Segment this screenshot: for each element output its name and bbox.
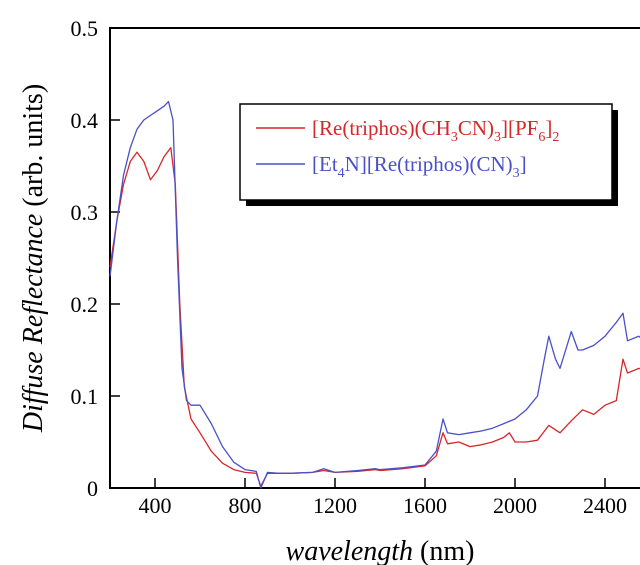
y-axis-title: Diffuse Reflectance (arb. units) [18,84,49,433]
y-tick-label: 0.2 [71,292,99,317]
x-tick-label: 1200 [313,493,357,518]
x-tick-label: 400 [139,493,172,518]
y-tick-label: 0.1 [71,384,99,409]
y-tick-label: 0.4 [71,108,99,133]
x-tick-label: 1600 [403,493,447,518]
x-tick-label: 800 [229,493,262,518]
y-tick-label: 0.5 [71,16,99,41]
y-tick-label: 0 [87,476,98,501]
x-axis-title: wavelength (nm) [286,536,475,565]
axis-ticks: 400 800 1200 1600 2000 2400 0 0.1 0.2 0.3 0.4 0.5 [71,16,628,518]
x-tick-label: 2400 [583,493,627,518]
y-tick-label: 0.3 [71,200,99,225]
plot-area [110,28,640,488]
x-tick-label: 2000 [493,493,537,518]
legend: [Re(triphos)(CH3CN)3][PF6]2 [Et4N][Re(tr… [240,104,618,206]
